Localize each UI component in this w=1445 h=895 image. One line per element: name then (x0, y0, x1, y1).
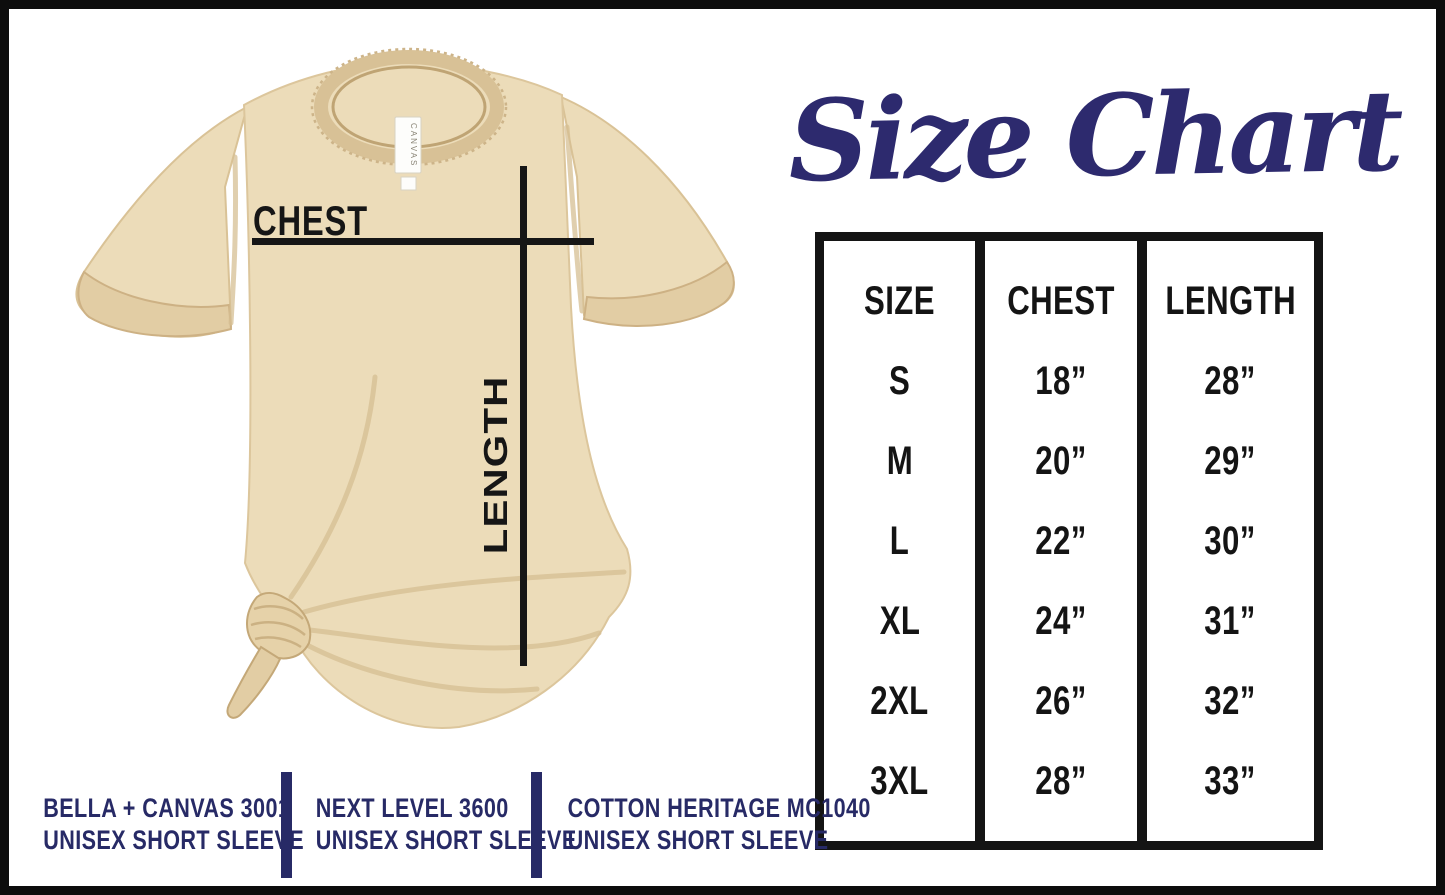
length-value: 32” (1204, 679, 1257, 723)
footer-divider (531, 772, 542, 878)
chest-measure-line (252, 238, 594, 245)
chest-value: 24” (1035, 599, 1087, 643)
size-table-col-chest: CHEST 18” 20” 22” 24” 26” 28” (975, 241, 1136, 841)
tshirt-right-cuff (582, 260, 735, 327)
size-table: SIZE S M L XL 2XL 3XL CHEST 18” 20” 22” … (815, 232, 1323, 850)
col-header-chest: CHEST (1007, 279, 1115, 323)
chest-value: 18” (1035, 359, 1087, 403)
product-cotton-heritage: COTTON HERITAGE MC1040 UNISEX SHORT SLEE… (542, 793, 871, 857)
size-value: L (889, 519, 910, 563)
length-value: 33” (1204, 759, 1257, 803)
length-measure-line (520, 166, 527, 666)
neck-tag-text: CANVAS (409, 123, 418, 167)
page-title: Size Chart (787, 65, 1401, 208)
neck-tag: CANVAS (394, 116, 422, 191)
product-style: UNISEX SHORT SLEEVE (43, 824, 305, 855)
chest-value: 20” (1035, 439, 1087, 483)
length-label: LENGTH (476, 375, 515, 555)
size-value: 3XL (870, 759, 929, 803)
chest-value: 28” (1035, 759, 1087, 803)
product-style: UNISEX SHORT SLEEVE (315, 824, 577, 855)
size-table-col-length: LENGTH 28” 29” 30” 31” 32” 33” (1136, 241, 1314, 841)
tshirt-left-cuff (77, 270, 233, 338)
size-value: XL (879, 599, 920, 643)
footer-divider (281, 772, 292, 878)
size-value: M (886, 439, 913, 483)
tshirt-photo: CANVAS (75, 47, 735, 729)
length-value: 28” (1204, 359, 1257, 403)
product-bella-canvas: BELLA + CANVAS 3001 UNISEX SHORT SLEEVE (17, 793, 305, 857)
product-name: BELLA + CANVAS 3001 (43, 793, 291, 823)
product-name: COTTON HERITAGE MC1040 (567, 793, 871, 823)
chest-value: 26” (1035, 679, 1087, 723)
product-next-level: NEXT LEVEL 3600 UNISEX SHORT SLEEVE (292, 793, 577, 857)
col-header-length: LENGTH (1164, 279, 1296, 323)
chest-label: CHEST (253, 197, 368, 244)
length-value: 29” (1204, 439, 1257, 483)
product-name: NEXT LEVEL 3600 (315, 793, 509, 823)
col-header-size: SIZE (864, 279, 936, 323)
product-style: UNISEX SHORT SLEEVE (567, 824, 829, 855)
length-value: 31” (1204, 599, 1257, 643)
fabric-folds (228, 124, 627, 694)
size-value: 2XL (870, 679, 929, 723)
size-value: S (889, 359, 911, 403)
shirt-knot (226, 592, 312, 719)
chest-value: 22” (1035, 519, 1087, 563)
size-table-col-size: SIZE S M L XL 2XL 3XL (824, 241, 975, 841)
length-value: 30” (1204, 519, 1257, 563)
